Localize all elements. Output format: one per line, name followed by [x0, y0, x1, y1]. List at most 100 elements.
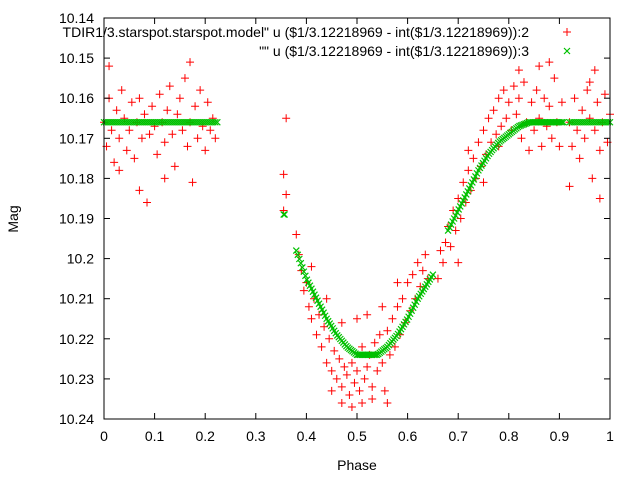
x-tick-label: 1	[606, 428, 614, 444]
observed-point	[211, 134, 220, 143]
observed-point	[573, 126, 582, 135]
observed-point	[160, 174, 169, 183]
y-tick-label: 10.21	[59, 291, 94, 307]
observed-point	[307, 262, 316, 271]
x-tick-label: 0.3	[246, 428, 266, 444]
model-point	[295, 255, 303, 263]
observed-point	[201, 146, 210, 155]
observed-point	[380, 386, 389, 395]
observed-point	[332, 374, 341, 383]
observed-point	[545, 102, 554, 111]
observed-point	[355, 386, 364, 395]
observed-point	[383, 326, 392, 335]
observed-point	[137, 134, 146, 143]
observed-point	[347, 402, 356, 411]
model-point	[556, 118, 564, 126]
observed-point	[368, 382, 377, 391]
observed-point	[492, 130, 501, 139]
observed-point	[585, 78, 594, 87]
x-tick-label: 0.7	[448, 428, 468, 444]
observed-point	[350, 378, 359, 387]
observed-point	[469, 154, 478, 163]
observed-point	[163, 106, 172, 115]
observed-point	[527, 98, 536, 107]
observed-point	[186, 58, 195, 67]
series-model-points	[100, 118, 614, 359]
observed-point	[494, 94, 503, 103]
model-point	[558, 118, 566, 126]
observed-point	[595, 146, 604, 155]
observed-point	[393, 278, 402, 287]
observed-point	[441, 238, 450, 247]
observed-point	[360, 374, 369, 383]
y-tick-label: 10.14	[59, 10, 94, 26]
observed-point	[122, 146, 131, 155]
y-tick-label: 10.18	[59, 170, 94, 186]
observed-point	[479, 126, 488, 135]
observed-point	[370, 338, 379, 347]
observed-point	[135, 94, 144, 103]
model-point	[297, 259, 305, 267]
observed-point	[497, 122, 506, 131]
observed-point	[408, 270, 417, 279]
observed-point	[590, 66, 599, 75]
series-observed-points	[100, 58, 614, 411]
observed-point	[439, 258, 448, 267]
observed-point	[547, 134, 556, 143]
observed-point	[196, 86, 205, 95]
model-point	[280, 211, 288, 218]
observed-point	[143, 198, 152, 207]
observed-point	[327, 386, 336, 395]
observed-point	[451, 226, 460, 235]
observed-point	[193, 134, 202, 143]
observed-point	[175, 94, 184, 103]
observed-point	[595, 194, 604, 203]
observed-point	[418, 266, 427, 275]
model-point	[300, 268, 308, 276]
observed-point	[165, 82, 174, 91]
observed-point	[105, 62, 114, 71]
model-point	[213, 118, 221, 126]
observed-point	[403, 278, 412, 287]
y-axis-ticks: 10.14 10.15 10.16 10.17 10.18 10.19 10.2 10.21 1…	[59, 10, 610, 427]
model-point	[211, 118, 219, 126]
observed-point	[322, 358, 331, 367]
observed-point	[583, 86, 592, 95]
observed-point	[459, 178, 468, 187]
y-tick-label: 10.19	[59, 211, 94, 227]
observed-point	[540, 94, 549, 103]
observed-point	[489, 106, 498, 115]
observed-point	[484, 114, 493, 123]
y-tick-label: 10.17	[59, 130, 94, 146]
observed-point	[183, 142, 192, 151]
observed-point	[600, 90, 609, 99]
observed-point	[342, 370, 351, 379]
observed-point	[358, 398, 367, 407]
observed-point	[568, 142, 577, 151]
observed-point	[421, 250, 430, 259]
observed-point	[160, 138, 169, 147]
observed-point	[514, 94, 523, 103]
observed-point	[337, 382, 346, 391]
observed-point	[322, 294, 331, 303]
observed-point	[555, 142, 564, 151]
observed-point	[130, 154, 139, 163]
model-point	[292, 247, 300, 255]
observed-point	[454, 258, 463, 267]
observed-point	[388, 314, 397, 323]
observed-point	[327, 366, 336, 375]
observed-point	[178, 126, 187, 135]
observed-point	[512, 110, 521, 119]
model-point	[560, 118, 567, 126]
observed-point	[565, 182, 574, 191]
observed-point	[575, 154, 584, 163]
y-tick-label: 10.23	[59, 371, 94, 387]
observed-point	[335, 354, 344, 363]
observed-point	[550, 74, 559, 83]
x-tick-label: 0.1	[145, 428, 165, 444]
observed-point	[353, 314, 361, 323]
legend-label-model: "" u ($1/3.12218969 - int($1/3.12218969)…	[259, 43, 529, 59]
observed-point	[115, 166, 124, 175]
model-point	[281, 211, 289, 218]
observed-point	[337, 318, 346, 327]
